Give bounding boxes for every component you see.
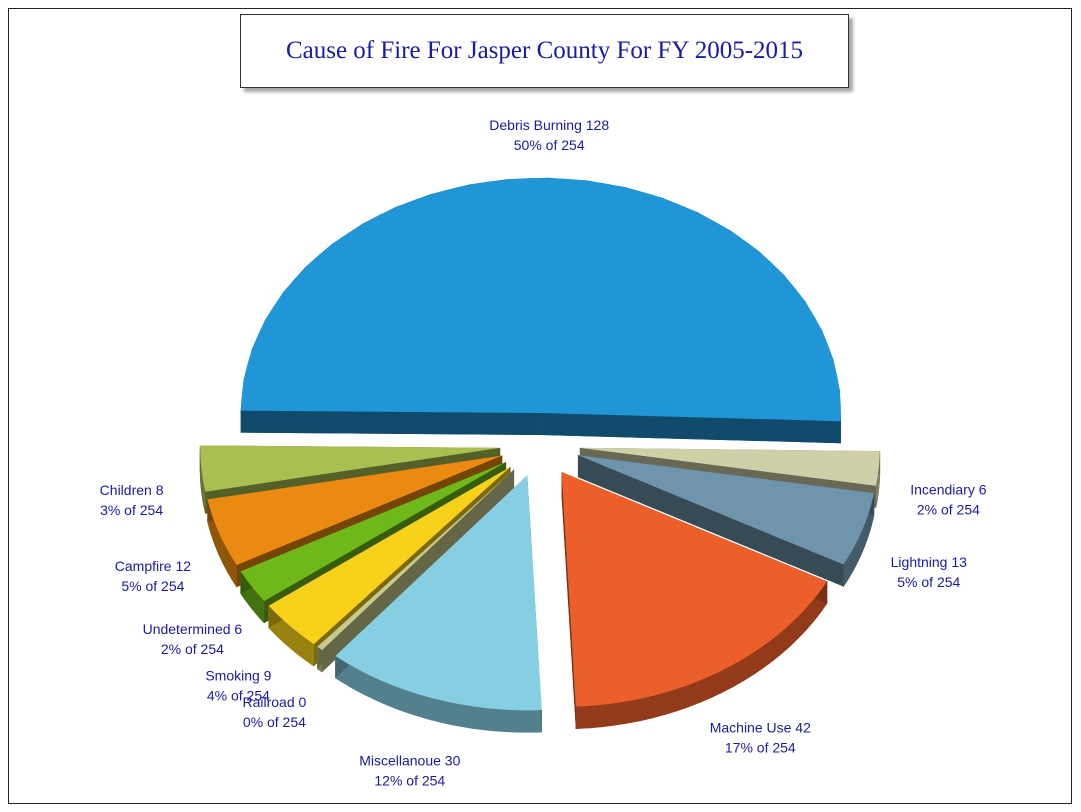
label-name-lightning: Lightning 13 [891,554,968,570]
slice-rim-undetermined [262,599,265,624]
label-miscellanoue: Miscellanoue 30 12% of 254 [359,753,460,789]
title-box: Cause of Fire For Jasper County For FY 2… [240,14,849,88]
slice-top-railroad [317,469,515,650]
slice-rim-miscellanoue [389,683,398,710]
slice-rim-miscellanoue [458,703,469,729]
label-incendiary: Incendiary 6 2% of 254 [910,482,986,518]
slice-top-machine-use [561,471,828,707]
slice-rim-machine-use [688,679,701,708]
slice-top-undetermined [240,461,507,601]
slice-rim-miscellanoue [513,709,524,733]
slice-rim-miscellanoue [364,672,374,700]
slice-rim-smoking [303,636,306,661]
slice-rim-miscellanoue [431,697,442,723]
slice-rim-machine-use [676,684,689,712]
slice-rim-miscellanoue [357,668,366,696]
label-percent-incendiary: 2% of 254 [917,502,980,518]
slice-top-campfire [207,455,503,566]
slice-rim-machine-use [652,692,665,719]
slice-rim-smoking [309,640,313,666]
slice-top-incendiary [579,447,880,486]
label-undetermined: Undetermined 6 2% of 254 [143,621,243,657]
slice-rim-miscellanoue [449,701,460,727]
slice-rim-miscellanoue [440,700,451,725]
slice-rim-miscellanoue [495,708,505,732]
label-name-railroad: Railroad 0 [242,694,306,710]
slice-top-miscellanoue [335,475,542,711]
slice-rim-machine-use [639,695,653,722]
slice-rim-miscellanoue [476,706,487,731]
label-debris-burning: Debris Burning 128 50% of 254 [489,117,609,153]
slice-rim-machine-use [575,705,590,730]
label-percent-miscellanoue: 12% of 254 [374,773,445,789]
label-percent-undetermined: 2% of 254 [161,641,224,657]
slice-face-lightning [577,455,844,587]
label-percent-railroad: 0% of 254 [243,714,306,730]
label-campfire: Campfire 12 5% of 254 [115,558,191,594]
slice-rim-miscellanoue [422,695,433,721]
slice-rim-machine-use [588,704,603,729]
slice-rim-smoking [307,639,310,664]
slice-rim-miscellanoue [532,709,542,733]
slice-rim-miscellanoue [485,707,496,732]
label-lightning: Lightning 13 5% of 254 [891,554,968,590]
label-machine-use: Machine Use 42 17% of 254 [710,720,811,756]
slice-labels: Debris Burning 128 50% of 254 Children 8 3%… [100,117,987,789]
slice-rim-machine-use [626,698,641,724]
label-percent-lightning: 5% of 254 [897,574,960,590]
slice-rim-miscellanoue [467,705,478,730]
label-percent-debris-burning: 50% of 254 [514,137,585,153]
label-railroad: Railroad 0 0% of 254 [242,694,306,730]
slice-rim-miscellanoue [372,676,382,704]
slice-rim-miscellanoue [414,692,424,719]
slice-rim-miscellanoue [397,686,407,713]
slice-top-smoking [268,466,511,645]
pie-slices [199,177,881,733]
chart-title: Cause of Fire For Jasper County For FY 2… [285,37,804,64]
label-name-smoking: Smoking 9 [205,667,271,683]
label-smoking: Smoking 9 4% of 254 [205,667,271,703]
label-name-machine-use: Machine Use 42 [710,720,811,736]
slice-rim-miscellanoue [349,664,358,692]
slice-miscellanoue [335,475,542,733]
label-percent-children: 3% of 254 [100,502,163,518]
slice-rim-campfire [234,561,238,589]
label-name-incendiary: Incendiary 6 [910,482,986,498]
slice-rim-miscellanoue [504,709,515,733]
label-name-campfire: Campfire 12 [115,558,191,574]
label-children: Children 8 3% of 254 [100,482,164,518]
slice-rim-smoking [301,634,304,660]
slice-rim-miscellanoue [522,710,533,733]
slice-rim-smoking [305,637,308,663]
slice-rim-miscellanoue [405,689,415,716]
slice-top-children [200,445,501,492]
label-name-undetermined: Undetermined 6 [143,621,243,637]
slice-lightning [577,455,875,588]
slice-rim-machine-use [614,700,628,726]
slice-top-debris-burning [240,178,841,422]
slice-rim-miscellanoue [380,680,390,707]
label-name-miscellanoue: Miscellanoue 30 [359,753,460,769]
slice-machine-use [561,471,828,730]
slice-top-lightning [577,455,874,565]
label-percent-campfire: 5% of 254 [121,578,184,594]
label-name-children: Children 8 [100,482,164,498]
slice-rim-machine-use [664,688,678,716]
slice-face-debris-burning [540,413,841,444]
label-name-debris-burning: Debris Burning 128 [489,117,609,133]
slice-debris-burning [240,177,842,444]
label-percent-machine-use: 17% of 254 [725,740,796,756]
slice-face-machine-use [561,471,576,729]
slice-rim-smoking [311,642,315,667]
slice-rim-machine-use [601,702,615,728]
label-percent-smoking: 4% of 254 [207,687,270,703]
slice-face-railroad [322,469,515,672]
slice-face-debris-burning [240,410,541,436]
